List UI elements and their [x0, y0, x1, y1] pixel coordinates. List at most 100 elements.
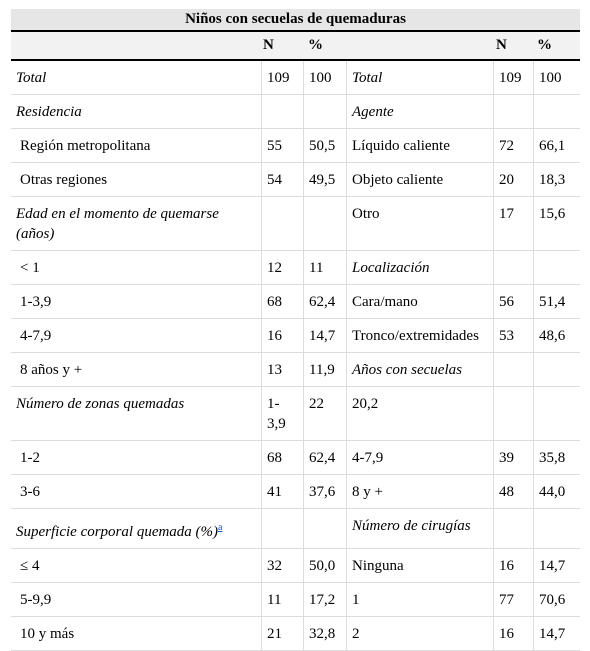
cell-text: 37,6 [309, 484, 336, 500]
table-cell: 17 [494, 197, 534, 250]
table-cell: Número de zonas quemadas [11, 387, 262, 440]
table-cell: 72 [494, 129, 534, 162]
cell-text: 16 [499, 626, 514, 642]
cell-text: 8 años y + [20, 362, 83, 378]
table-cell [304, 95, 347, 128]
cell-text: 17,2 [309, 592, 336, 608]
cell-text: 41 [267, 484, 282, 500]
table-cell [262, 95, 304, 128]
cell-text: 35,8 [539, 450, 566, 466]
cell-text: Número de cirugías [352, 518, 471, 534]
cell-text: 1-3,9 [20, 294, 52, 310]
cell-text: 13 [267, 362, 282, 378]
table-header-row: N % N % [11, 30, 580, 61]
footnote-link[interactable]: a [218, 522, 223, 533]
table-cell: 54 [262, 163, 304, 196]
cell-text: 55 [267, 138, 282, 154]
cell-text: 72 [499, 138, 514, 154]
cell-text: Cara/mano [352, 294, 418, 310]
header-cell-n: N [496, 37, 507, 53]
table-cell: 20 [494, 163, 534, 196]
table-row: 10 y más 21 32,8 2 16 14,7 [11, 617, 580, 651]
table-title: Niños con secuelas de quemaduras [11, 9, 580, 30]
table-cell: Agente [347, 95, 494, 128]
table-cell: 56 [494, 285, 534, 318]
cell-text: 14,7 [309, 328, 336, 344]
table-cell [534, 95, 580, 128]
table-row: Región metropolitana 55 50,5 Líquido calien… [11, 129, 580, 163]
cell-text: 3-6 [20, 484, 40, 500]
table-cell: 3-6 [11, 475, 262, 508]
table-cell: 20,2 [347, 387, 494, 440]
cell-text: 48 [499, 484, 514, 500]
cell-text: 70,6 [539, 592, 566, 608]
table-cell [494, 509, 534, 548]
table-cell: 44,0 [534, 475, 580, 508]
header-cell [347, 32, 494, 59]
table-row: 5-9,9 11 17,2 1 77 70,6 [11, 583, 580, 617]
header-cell-n: N [263, 37, 274, 53]
cell-text: 17 [499, 206, 514, 222]
cell-text: 50,5 [309, 138, 336, 154]
table-cell: 39 [494, 441, 534, 474]
cell-text: < 1 [20, 260, 40, 276]
table-cell: 68 [262, 441, 304, 474]
table-cell: 68 [262, 285, 304, 318]
table-cell: Otras regiones [11, 163, 262, 196]
table-cell: Edad en el momento de quemarse (años) [11, 197, 262, 250]
table-cell: 15,6 [534, 197, 580, 250]
table-cell: 13 [262, 353, 304, 386]
cell-text: 1-2 [20, 450, 40, 466]
table-cell: 2 [347, 617, 494, 650]
cell-text: 44,0 [539, 484, 566, 500]
cell-text: 51,4 [539, 294, 566, 310]
cell-text: 22 [309, 396, 324, 412]
header-cell-percent: % [537, 37, 552, 53]
cell-text: 16 [499, 558, 514, 574]
table-cell: Cara/mano [347, 285, 494, 318]
table-cell: 18,3 [534, 163, 580, 196]
burn-sequelae-table: Niños con secuelas de quemaduras N % N %… [11, 9, 580, 651]
table-row: 1-2 68 62,4 4-7,9 39 35,8 [11, 441, 580, 475]
cell-text: 62,4 [309, 450, 336, 466]
table-cell: Años con secuelas [347, 353, 494, 386]
cell-text: 32 [267, 558, 282, 574]
table-cell: 100 [534, 61, 580, 94]
cell-text: 11 [267, 592, 282, 608]
cell-text: Residencia [16, 104, 82, 120]
cell-text: Total [16, 70, 47, 86]
table-cell: 41 [262, 475, 304, 508]
cell-text: 20,2 [352, 396, 379, 412]
table-cell [262, 197, 304, 250]
table-cell: 16 [494, 617, 534, 650]
table-row: 1-3,9 68 62,4 Cara/mano 56 51,4 [11, 285, 580, 319]
table-cell: 4-7,9 [11, 319, 262, 352]
table-cell [262, 509, 304, 548]
table-row: 8 años y + 13 11,9 Años con secuelas [11, 353, 580, 387]
cell-text: 53 [499, 328, 514, 344]
cell-text: Otro [352, 206, 380, 222]
table-cell: Residencia [11, 95, 262, 128]
table-cell [494, 387, 534, 440]
table-cell: Localización [347, 251, 494, 284]
table-cell: 22 [304, 387, 347, 440]
table-cell: 50,5 [304, 129, 347, 162]
cell-text: 15,6 [539, 206, 566, 222]
table-body: Total 109 100 Total 109 100 Residencia Agente Re… [11, 61, 580, 651]
cell-text: 4-7,9 [20, 328, 52, 344]
table-row: Residencia Agente [11, 95, 580, 129]
cell-text: Agente [352, 104, 394, 120]
table-cell: 109 [494, 61, 534, 94]
table-row: < 1 12 11 Localización [11, 251, 580, 285]
cell-text: Ninguna [352, 558, 404, 574]
table-row: 3-6 41 37,6 8 y + 48 44,0 [11, 475, 580, 509]
cell-text: 4-7,9 [352, 450, 384, 466]
cell-text: Líquido caliente [352, 138, 450, 154]
cell-text: ≤ 4 [20, 558, 40, 574]
table-row: Otras regiones 54 49,5 Objeto caliente 20 18,… [11, 163, 580, 197]
cell-text: 5-9,9 [20, 592, 52, 608]
table-row: Total 109 100 Total 109 100 [11, 61, 580, 95]
table-cell [534, 353, 580, 386]
cell-text: 2 [352, 626, 360, 642]
cell-text: Región metropolitana [20, 138, 151, 154]
